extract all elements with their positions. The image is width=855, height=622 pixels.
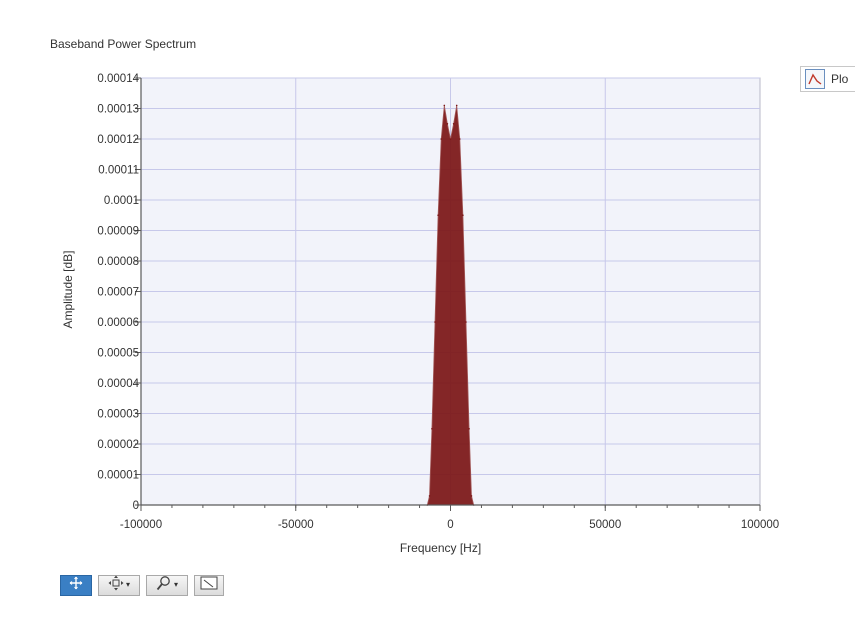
y-tick-label: 0.00006 [97, 317, 139, 329]
y-tick-label: 0.00007 [97, 287, 139, 299]
y-tick-label: 0.00008 [97, 256, 139, 268]
data-point [459, 138, 461, 140]
data-point [428, 495, 431, 497]
zoom-tool-button[interactable]: ▾ [146, 574, 188, 596]
data-point [470, 495, 473, 497]
x-tick-label: -50000 [278, 519, 314, 531]
data-point [437, 214, 439, 216]
y-tick-label: 0.00011 [98, 165, 139, 177]
x-axis-label: Frequency [Hz] [400, 541, 481, 555]
y-tick-label: 0.00003 [97, 409, 139, 421]
legend-label: Plo [831, 72, 849, 86]
data-point [434, 321, 436, 323]
chart-title: Baseband Power Spectrum [50, 37, 197, 51]
chevron-down-icon: ▾ [125, 580, 130, 589]
y-tick-label: 0.00012 [97, 134, 139, 146]
data-point [468, 428, 470, 430]
x-tick-label: 100000 [741, 519, 779, 531]
y-tick-label: 0.00002 [97, 439, 139, 451]
y-tick-label: 0.00013 [97, 104, 139, 116]
y-tick-label: 0.00009 [97, 226, 139, 238]
data-point [462, 214, 464, 216]
y-tick-label: 0.00014 [97, 73, 139, 85]
cursor-crosshair-icon [69, 576, 83, 595]
y-tick-label: 0.00005 [97, 348, 139, 360]
pan-icon [108, 575, 124, 596]
series-layer [426, 104, 475, 506]
y-tick-label: 0.0001 [104, 195, 139, 207]
line-plot-icon [805, 69, 825, 89]
zoom-icon [156, 575, 172, 596]
y-tick-label: 0 [133, 500, 139, 512]
data-point [449, 138, 452, 140]
y-tick-label: 0.00004 [97, 378, 139, 390]
data-point [443, 104, 446, 107]
data-point [452, 123, 455, 125]
y-axis-label: Amplitude [dB] [61, 250, 75, 328]
series-area [426, 105, 475, 506]
x-tick-label: -100000 [120, 519, 162, 531]
data-point [446, 123, 449, 125]
x-tick-label: 0 [447, 519, 453, 531]
pan-tool-button[interactable]: ▾ [98, 574, 140, 596]
data-point [431, 428, 433, 430]
x-tick-label: 50000 [589, 519, 621, 531]
data-point [465, 321, 467, 323]
axes: 0 0.00001 0.00002 0.00003 0.00004 0.00005 0.00… [97, 73, 779, 531]
zoom-region-button[interactable] [194, 574, 224, 596]
zoom-region-icon [200, 576, 218, 595]
graph-toolbar: ▾ ▾ [60, 574, 230, 596]
data-point [440, 138, 443, 140]
legend[interactable]: Plo [800, 66, 855, 92]
chevron-down-icon: ▾ [173, 580, 178, 589]
data-point [455, 104, 458, 107]
y-tick-label: 0.00001 [97, 470, 139, 482]
cursor-tool-button[interactable] [60, 574, 92, 596]
